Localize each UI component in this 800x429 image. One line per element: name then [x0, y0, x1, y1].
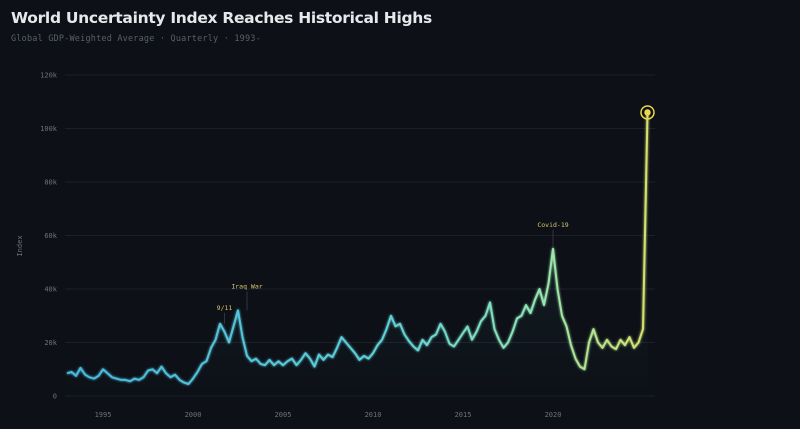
highlight-point-marker[interactable] — [640, 105, 655, 120]
x-tick-label: 1995 — [95, 411, 112, 419]
x-tick-label: 2020 — [545, 411, 562, 419]
y-tick-label: 40k — [44, 286, 57, 294]
area-fill — [67, 112, 648, 397]
x-tick-label: 2010 — [365, 411, 382, 419]
chart-title: World Uncertainty Index Reaches Historic… — [11, 9, 432, 27]
y-tick-label: 20k — [44, 339, 57, 347]
y-tick-label: 120k — [40, 72, 58, 80]
x-tick-label: 2000 — [185, 411, 202, 419]
y-tick-label: 100k — [40, 125, 58, 133]
highlight-dot — [644, 109, 651, 116]
annotation-label: 9/11 — [217, 304, 233, 312]
x-axis: 1995 2000 2005 2010 2015 2020 — [95, 411, 562, 419]
highlight-ring — [640, 105, 655, 120]
annotations: 9/11 Iraq War Covid-19 — [217, 221, 569, 324]
chart-subtitle: Global GDP-Weighted Average · Quarterly … — [11, 34, 261, 44]
y-axis: 0 20k 40k 60k 80k 100k 120k — [40, 72, 58, 401]
annotation-label: Covid-19 — [537, 221, 568, 229]
annotation-label: Iraq War — [231, 282, 262, 290]
x-tick-label: 2005 — [275, 411, 292, 419]
y-tick-label: 0 — [53, 393, 57, 401]
x-tick-label: 2015 — [455, 411, 472, 419]
y-axis-title: Index — [16, 235, 24, 256]
data-line — [66, 112, 649, 385]
y-tick-label: 80k — [44, 179, 57, 187]
y-tick-label: 60k — [44, 232, 57, 240]
